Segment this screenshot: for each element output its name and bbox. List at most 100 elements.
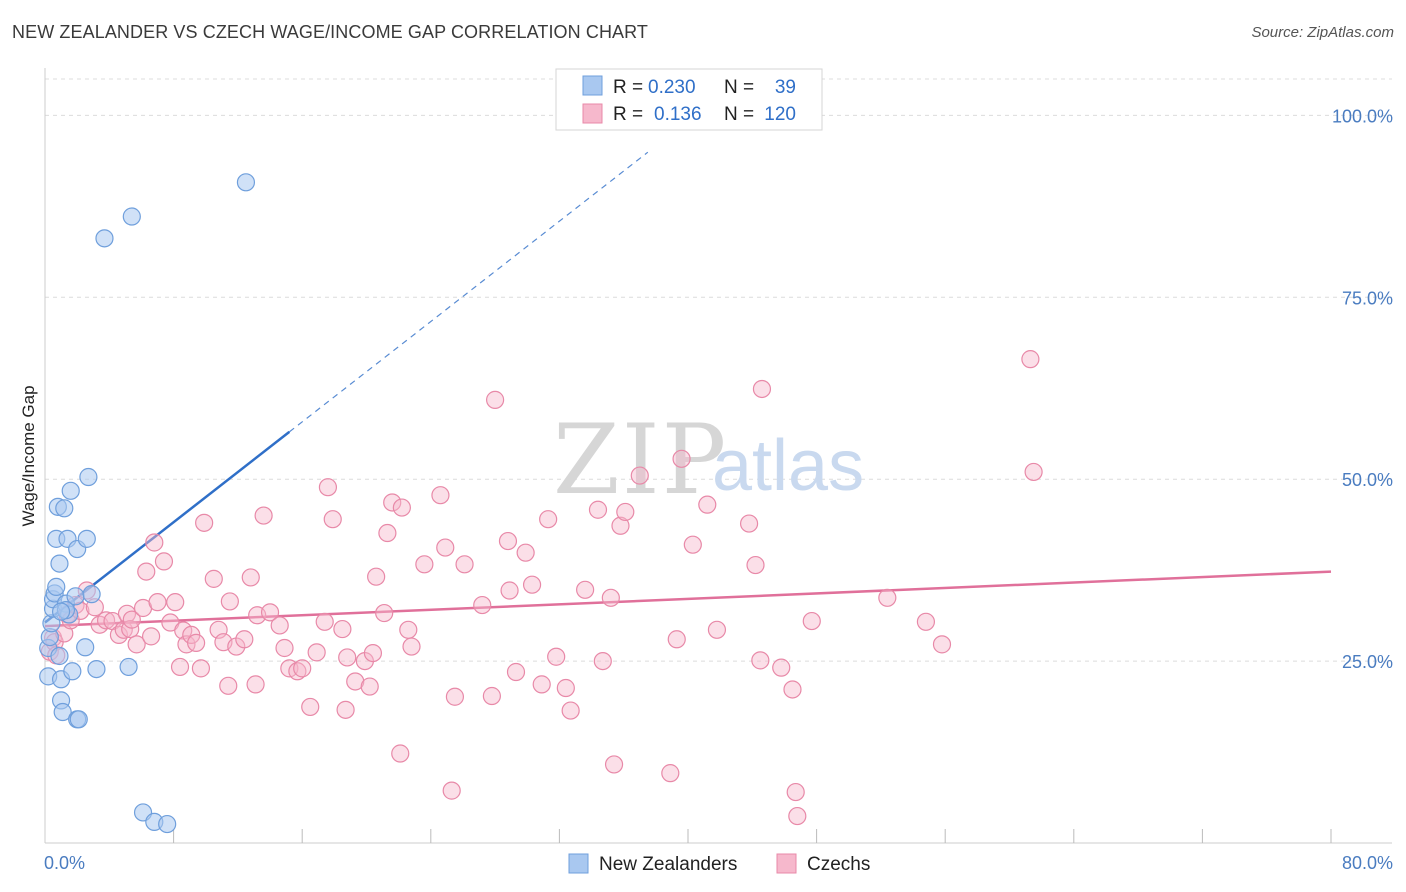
czech-point	[235, 630, 254, 649]
czech-point	[788, 806, 807, 826]
new-zealander-point	[51, 602, 71, 621]
x-tick-label-min: 0.0%	[44, 853, 85, 873]
czech-point	[516, 543, 535, 562]
czech-point	[455, 555, 474, 574]
chart-title: NEW ZEALANDER VS CZECH WAGE/INCOME GAP C…	[12, 22, 649, 42]
new-zealander-point	[69, 710, 88, 729]
czech-point	[219, 676, 238, 695]
czech-point	[191, 659, 211, 678]
new-zealander-point	[55, 499, 74, 518]
axes	[44, 68, 1392, 844]
new-zealander-point	[79, 467, 98, 487]
trend-lines	[44, 151, 1332, 628]
new-zealander-point	[53, 702, 72, 722]
y-tick-label: 75.0%	[1342, 288, 1393, 308]
czech-point	[752, 379, 772, 399]
bottom-legend-swatch-cz	[776, 853, 797, 874]
czech-point	[667, 630, 686, 649]
czech-point	[604, 755, 624, 774]
czech-point	[751, 651, 770, 670]
trend-line-czechs	[44, 570, 1332, 628]
czech-point	[246, 675, 265, 694]
new-zealander-point	[77, 529, 96, 548]
y-tick-label: 100.0%	[1332, 106, 1393, 126]
czech-point	[315, 612, 334, 631]
bottom-legend-label-nz: New Zealanders	[599, 854, 737, 875]
czech-point	[220, 592, 239, 611]
watermark-atlas: atlas	[712, 426, 864, 506]
czech-point	[556, 678, 575, 698]
czech-point	[783, 680, 802, 699]
new-zealander-point	[50, 646, 69, 666]
bottom-legend-label-cz: Czechs	[807, 854, 870, 875]
new-zealander-point	[119, 657, 138, 677]
czech-point	[746, 555, 765, 575]
new-zealander-point	[63, 662, 82, 681]
czech-point	[363, 643, 383, 663]
czech-point	[204, 569, 223, 588]
czech-point	[254, 506, 273, 525]
legend-swatch-nz	[582, 75, 603, 96]
czech-point	[177, 635, 196, 654]
czech-point	[482, 686, 501, 706]
legend-n-label-nz: N =	[724, 77, 754, 98]
legend-swatch-cz	[582, 103, 603, 124]
bottom-legend-swatch-nz	[568, 853, 589, 874]
czech-point	[137, 562, 156, 581]
czech-point	[346, 672, 365, 691]
czech-point	[431, 486, 450, 505]
legend-n-value-cz: 120	[764, 104, 796, 125]
czech-point	[360, 677, 379, 696]
new-zealander-point	[122, 207, 141, 226]
y-axis-label: Wage/Income Gap	[19, 385, 38, 526]
czech-point	[399, 620, 418, 639]
new-zealander-point	[61, 481, 80, 500]
legend-n-value-nz: 39	[775, 77, 796, 98]
czech-point	[786, 782, 805, 802]
legend-r-value-cz: 0.136	[654, 104, 702, 125]
czech-point	[127, 635, 146, 654]
source-label: Source: ZipAtlas.com	[1251, 24, 1394, 41]
watermark-zip: ZIP	[553, 404, 728, 516]
czech-point	[117, 604, 137, 623]
czech-point	[601, 588, 620, 607]
czech-point	[148, 593, 167, 612]
czech-point	[166, 593, 185, 612]
x-tick-label-max: 80.0%	[1342, 853, 1393, 873]
czech-point	[532, 675, 551, 694]
legend: R = 0.230 N = 39 R = 0.136 N = 120	[555, 68, 823, 131]
czech-point	[161, 613, 180, 632]
czech-point	[375, 603, 394, 623]
czech-point	[391, 744, 410, 763]
czech-point	[96, 611, 116, 630]
czech-point	[707, 620, 727, 639]
czech-point	[436, 538, 455, 557]
new-zealander-point	[158, 814, 177, 834]
czech-point	[683, 535, 702, 554]
czech-points	[40, 350, 1043, 826]
czech-point	[270, 616, 289, 635]
new-zealander-point	[76, 638, 95, 657]
czech-point	[367, 567, 386, 586]
czech-point	[672, 449, 691, 468]
czech-point	[506, 662, 526, 682]
czech-point	[539, 510, 558, 529]
bottom-legend: New Zealanders Czechs	[568, 853, 870, 875]
czech-point	[195, 513, 214, 532]
czech-point	[802, 611, 821, 631]
czech-point	[318, 478, 338, 497]
czech-point	[616, 502, 635, 522]
czech-point	[141, 627, 161, 646]
new-zealander-point	[236, 173, 256, 192]
czech-point	[1024, 462, 1043, 482]
czech-point	[698, 495, 717, 514]
czech-point	[593, 651, 612, 671]
czech-point	[383, 493, 402, 512]
czech-point	[522, 575, 542, 594]
czech-point	[739, 514, 759, 533]
legend-r-label-cz: R =	[613, 104, 643, 125]
czech-point	[122, 610, 141, 629]
czech-point	[288, 662, 307, 681]
new-zealander-point	[87, 659, 106, 679]
